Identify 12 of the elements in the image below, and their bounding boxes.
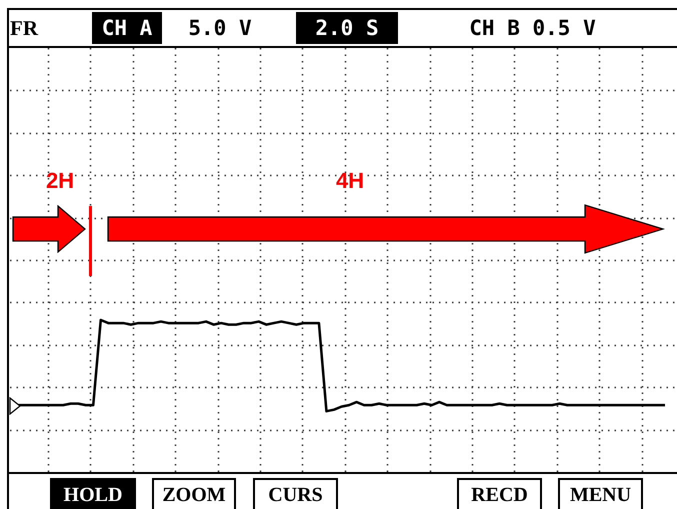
text: ZOOM (152, 478, 236, 509)
text: 2.0 S (296, 12, 398, 44)
text: MENU (558, 478, 643, 509)
text: CURS (253, 478, 338, 509)
text: FR (10, 15, 40, 42)
text: 5.0 V (187, 15, 253, 42)
text: HOLD (50, 478, 136, 509)
text: RECD (457, 478, 542, 509)
text: CH B 0.5 V (468, 15, 597, 42)
text: 4H (334, 168, 366, 194)
text: CH A (92, 12, 162, 44)
text: 2H (44, 168, 76, 194)
